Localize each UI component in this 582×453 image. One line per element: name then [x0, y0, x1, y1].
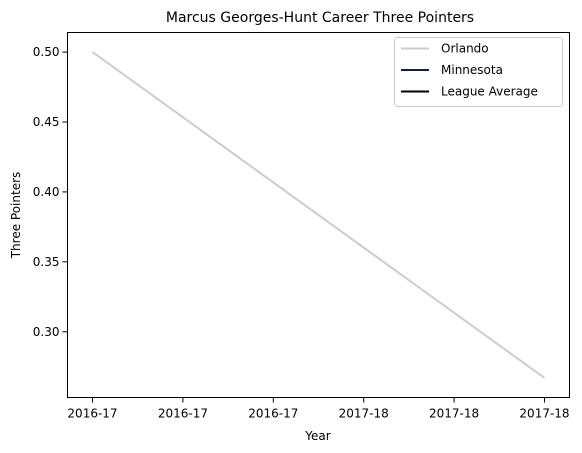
x-tick-label: 2017-18 [429, 407, 479, 421]
y-tick-label: 0.30 [33, 325, 60, 339]
x-tick-label: 2017-18 [519, 407, 569, 421]
y-tick-label: 0.40 [33, 185, 60, 199]
legend-label: Orlando [441, 42, 489, 56]
x-axis-ticks: 2016-17 2016-17 2016-17 2017-18 2017-18 2017-… [67, 397, 570, 421]
x-tick-label: 2016-17 [158, 407, 208, 421]
series-layer [91, 51, 546, 379]
plot-frame [67, 32, 570, 398]
legend-frame [394, 37, 563, 107]
y-tick-label: 0.50 [33, 45, 60, 59]
y-tick-label: 0.35 [33, 255, 60, 269]
legend-label: League Average [441, 85, 538, 99]
series-line-orlando [91, 51, 546, 379]
legend-label: Minnesota [441, 63, 503, 77]
y-axis-ticks: 0.30 0.35 0.40 0.45 0.50 [33, 45, 68, 339]
y-tick-label: 0.45 [33, 115, 60, 129]
x-axis-label: Year [304, 429, 330, 443]
x-tick-label: 2016-17 [67, 407, 117, 421]
x-tick-label: 2016-17 [248, 407, 298, 421]
chart-title: Marcus Georges-Hunt Career Three Pointer… [166, 10, 474, 26]
x-tick-label: 2017-18 [339, 407, 389, 421]
legend: Orlando Minnesota League Average [394, 37, 563, 107]
plot-area [67, 32, 570, 398]
y-axis-label: Three Pointers [9, 172, 23, 260]
